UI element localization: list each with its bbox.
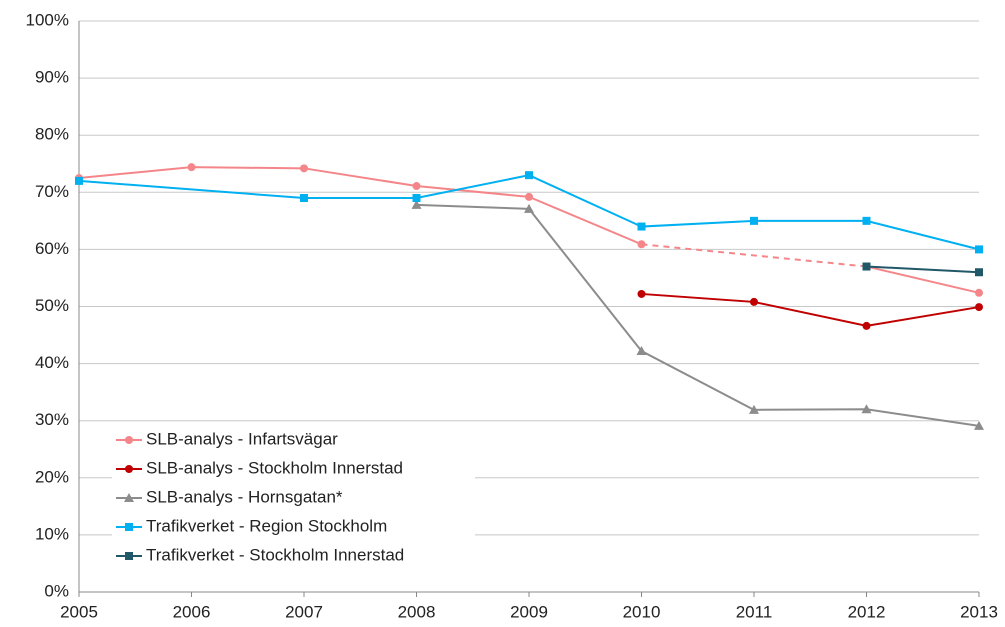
marker <box>125 523 133 531</box>
marker <box>411 199 422 209</box>
marker <box>125 436 133 444</box>
legend-label: SLB-analys - Infartsvägar <box>146 429 338 448</box>
x-tick-label: 2005 <box>60 602 98 621</box>
series <box>862 262 983 277</box>
gap-connector <box>78 179 305 200</box>
marker <box>412 182 421 191</box>
legend-label: SLB-analys - Hornsgatan* <box>146 487 343 506</box>
marker <box>862 216 871 225</box>
marker <box>750 216 758 225</box>
marker <box>975 245 983 254</box>
legend-label: Trafikverket - Region Stockholm <box>146 516 387 535</box>
series <box>75 163 983 297</box>
y-tick-label: 70% <box>35 182 69 201</box>
marker <box>187 163 196 172</box>
gap-connector <box>641 243 867 268</box>
x-tick-label: 2011 <box>736 602 773 621</box>
legend-label: SLB-analys - Stockholm Innerstad <box>146 458 403 477</box>
x-tick-label: 2012 <box>848 602 886 621</box>
y-tick-label: 20% <box>35 467 69 486</box>
legend-box <box>112 425 475 572</box>
marker <box>124 493 134 502</box>
marker <box>861 404 872 414</box>
marker <box>525 192 533 201</box>
x-tick-label: 2009 <box>510 602 548 621</box>
marker <box>862 321 871 330</box>
x-tick-label: 2013 <box>960 602 998 621</box>
marker <box>975 303 983 312</box>
marker <box>975 268 983 277</box>
marker <box>636 346 647 356</box>
series <box>75 171 983 254</box>
x-tick-label: 2006 <box>173 602 211 621</box>
marker <box>412 194 421 203</box>
marker <box>637 289 646 298</box>
marker <box>525 171 533 180</box>
series-line <box>641 292 980 327</box>
y-tick-label: 0% <box>44 581 69 600</box>
series-line <box>416 203 980 427</box>
y-tick-label: 90% <box>35 68 69 87</box>
marker <box>524 203 534 213</box>
marker <box>974 420 984 430</box>
marker <box>749 404 759 414</box>
series-line <box>304 174 980 251</box>
marker <box>300 194 308 203</box>
marker <box>750 297 758 306</box>
y-tick-label: 30% <box>35 410 69 429</box>
marker <box>125 465 133 473</box>
marker <box>300 164 308 173</box>
series-line <box>866 265 980 274</box>
marker <box>125 552 133 560</box>
y-tick-label: 10% <box>35 524 69 543</box>
marker <box>637 240 646 249</box>
series-line <box>78 166 980 294</box>
marker <box>637 222 646 231</box>
series <box>411 199 984 430</box>
y-tick-label: 100% <box>26 10 69 29</box>
y-tick-label: 50% <box>35 296 69 315</box>
x-tick-label: 2008 <box>398 602 436 621</box>
x-tick-label: 2010 <box>623 602 661 621</box>
marker <box>75 176 83 185</box>
series <box>637 289 983 330</box>
y-tick-label: 40% <box>35 353 69 372</box>
y-tick-label: 60% <box>35 239 69 258</box>
marker <box>862 262 871 271</box>
marker <box>975 288 983 297</box>
y-tick-label: 80% <box>35 125 69 144</box>
x-tick-label: 2007 <box>285 602 323 621</box>
legend: SLB-analys - Infartsvägar SLB-analys - St… <box>112 425 475 572</box>
legend-label: Trafikverket - Stockholm Innerstad <box>146 545 404 564</box>
